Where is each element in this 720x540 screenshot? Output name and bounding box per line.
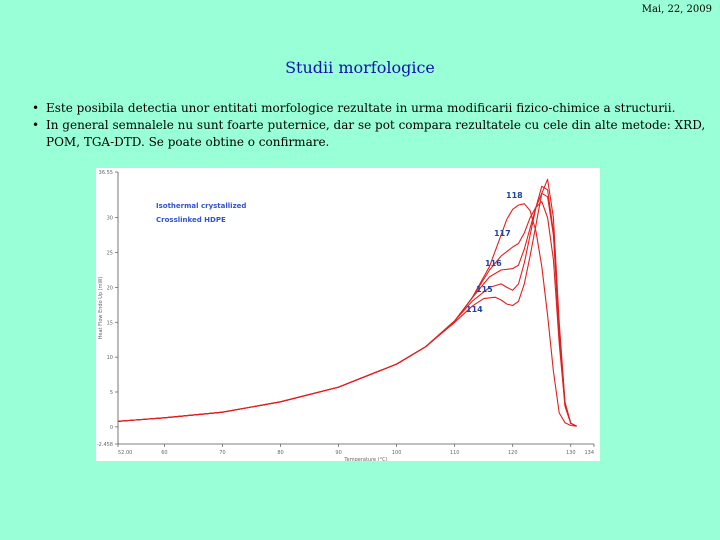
y-axis-label: Heat Flow Endo Up (mW) — [98, 277, 104, 340]
x-axis-label: Temperature (°C) — [343, 457, 387, 461]
dsc-chart-figure: -2.458 0 5 10 15 20 25 30 36.55 52.00 60 70 80 90 100 1… — [96, 168, 600, 461]
x-tick-label: 60 — [161, 450, 167, 456]
series-114-label: 114 — [466, 305, 483, 314]
bullet-dot-icon: • — [32, 101, 40, 115]
x-tick-label: 134 — [584, 450, 594, 456]
x-tick-label: 80 — [277, 450, 283, 456]
x-tick-label: 90 — [335, 450, 341, 456]
date-label: Mai, 22, 2009 — [641, 4, 712, 15]
y-tick-label: 15 — [107, 320, 113, 326]
bullet-item-1: • Este posibila detectia unor entitati m… — [30, 100, 710, 117]
x-tick-label: 110 — [450, 450, 460, 456]
dsc-chart: -2.458 0 5 10 15 20 25 30 36.55 52.00 60 70 80 90 100 1… — [97, 170, 595, 461]
legend-entry: Crosslinked HDPE — [156, 216, 226, 224]
x-tick-label: 70 — [219, 450, 225, 456]
series-118-label: 118 — [506, 191, 523, 200]
x-tick-label: 130 — [566, 450, 576, 456]
x-tick-label: 52.00 — [118, 450, 132, 456]
bullet-text-2: In general semnalele nu sunt foarte pute… — [46, 118, 706, 149]
y-tick-label: 0 — [110, 425, 113, 431]
legend-entry: Isothermal crystallized — [156, 202, 246, 210]
y-tick-label: 5 — [110, 390, 113, 396]
y-tick-label: 10 — [107, 355, 113, 361]
bullet-item-2: • In general semnalele nu sunt foarte pu… — [30, 117, 710, 151]
series-114-line — [117, 178, 577, 427]
bullet-dot-icon: • — [32, 118, 40, 132]
y-tick-label: 20 — [107, 285, 113, 291]
x-tick-label: 120 — [508, 450, 518, 456]
y-tick-label: 30 — [107, 216, 113, 222]
bullet-text-1: Este posibila detectia unor entitati mor… — [46, 101, 676, 115]
bullet-list: • Este posibila detectia unor entitati m… — [30, 100, 710, 151]
y-tick-label: -2.458 — [97, 442, 113, 448]
series-115-label: 115 — [476, 285, 493, 294]
y-tick-label: 36.55 — [99, 170, 113, 176]
series-116-label: 116 — [485, 259, 502, 268]
slide-title: Studii morfologice — [285, 58, 435, 77]
x-tick-label: 100 — [392, 450, 402, 456]
y-tick-label: 25 — [107, 251, 113, 257]
series-117-label: 117 — [494, 229, 511, 238]
